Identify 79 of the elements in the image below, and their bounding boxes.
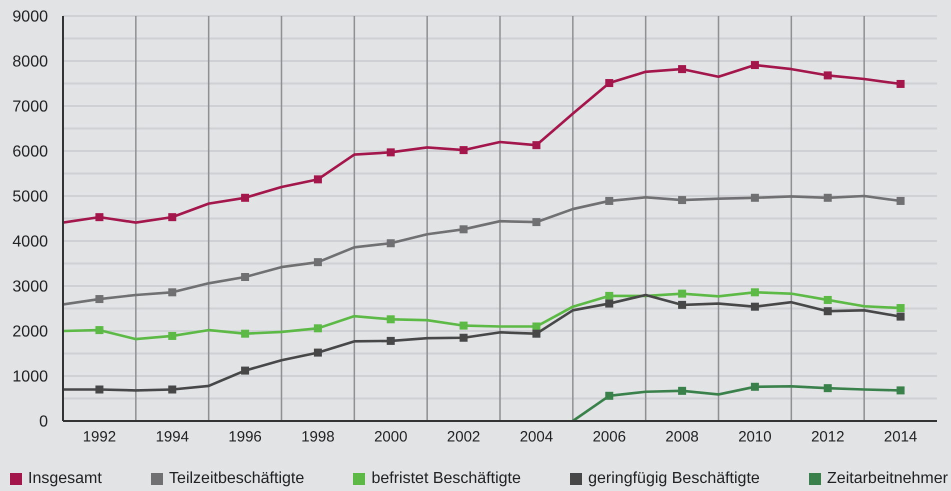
point xyxy=(532,141,540,150)
y-tick-label: 0 xyxy=(39,414,48,431)
x-tick-label: 1992 xyxy=(82,428,116,446)
point xyxy=(95,295,104,304)
point xyxy=(314,175,322,184)
point xyxy=(532,330,540,338)
x-tick-label: 2002 xyxy=(446,428,480,446)
point xyxy=(95,213,104,222)
point xyxy=(605,300,614,308)
point xyxy=(896,386,905,394)
point xyxy=(896,312,905,321)
point xyxy=(678,65,686,74)
legend-label: geringfügig Beschäftigte xyxy=(588,470,760,488)
point xyxy=(750,382,759,391)
y-tick-label: 5000 xyxy=(12,188,48,206)
point xyxy=(314,324,322,332)
point xyxy=(460,322,468,330)
x-tick-label: 1996 xyxy=(228,428,262,446)
point xyxy=(605,392,614,400)
point xyxy=(168,386,176,394)
point xyxy=(896,304,905,312)
point xyxy=(532,218,540,226)
point xyxy=(750,302,759,311)
x-tick-label: 2004 xyxy=(520,428,554,446)
legend-label: Teilzeitbeschäftigte xyxy=(169,470,304,488)
legend-label: Zeitarbeitnehmer xyxy=(827,470,948,488)
y-tick-label: 3000 xyxy=(12,278,48,296)
point xyxy=(460,225,468,234)
point xyxy=(168,288,176,296)
legend-label: Insgesamt xyxy=(28,470,102,488)
point xyxy=(750,61,759,70)
point xyxy=(678,196,686,204)
x-tick-label: 2006 xyxy=(592,428,626,446)
x-tick-label: 2014 xyxy=(884,428,918,446)
x-tick-label: 1998 xyxy=(301,428,335,446)
x-tick-label: 2010 xyxy=(738,428,772,446)
x-tick-label: 2000 xyxy=(374,428,408,446)
point xyxy=(896,80,905,88)
y-tick-label: 6000 xyxy=(12,144,48,161)
point xyxy=(824,384,832,392)
point xyxy=(824,194,832,202)
y-tick-label: 4000 xyxy=(12,234,48,251)
point xyxy=(241,330,250,338)
point xyxy=(386,315,395,324)
x-tick-label: 2008 xyxy=(665,428,699,446)
point xyxy=(678,386,686,395)
point xyxy=(824,296,832,304)
point xyxy=(241,366,250,375)
point xyxy=(241,194,250,202)
point xyxy=(605,79,614,88)
point xyxy=(314,348,322,357)
point xyxy=(460,334,468,342)
point xyxy=(824,307,832,316)
y-tick-label: 8000 xyxy=(12,54,48,71)
point xyxy=(168,332,176,340)
point xyxy=(605,196,614,205)
point xyxy=(386,148,395,156)
point xyxy=(386,239,395,248)
y-tick-label: 9000 xyxy=(12,8,48,26)
point xyxy=(386,336,395,345)
point xyxy=(678,290,686,298)
point xyxy=(314,258,322,266)
legend-label: befristet Beschäftigte xyxy=(371,470,521,488)
point xyxy=(896,196,905,205)
y-tick-label: 7000 xyxy=(12,98,48,116)
x-tick-label: 1994 xyxy=(156,428,189,446)
point xyxy=(750,194,759,202)
point xyxy=(605,292,614,300)
point xyxy=(241,273,250,281)
x-tick-label: 2012 xyxy=(811,428,844,446)
point xyxy=(460,146,468,154)
point xyxy=(678,300,686,309)
y-tick-label: 1000 xyxy=(12,368,48,386)
point xyxy=(168,213,176,222)
point xyxy=(824,71,832,80)
point xyxy=(750,288,759,296)
point xyxy=(95,326,104,334)
point xyxy=(95,386,104,394)
y-tick-label: 2000 xyxy=(12,324,48,341)
